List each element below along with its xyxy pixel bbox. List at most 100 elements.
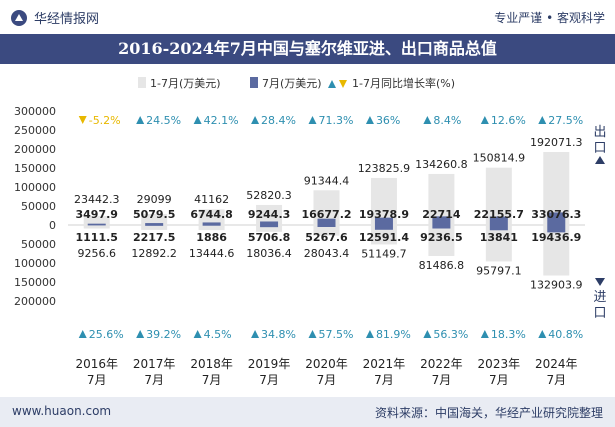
- y-tick-label: 100000: [14, 257, 56, 270]
- import-month-bar: [260, 225, 279, 228]
- export-cumulative-label: 41162: [194, 193, 229, 206]
- y-tick-label: 250000: [14, 124, 56, 137]
- import-growth-up-marker: [423, 330, 432, 338]
- import-growth-label: 57.5%: [319, 328, 354, 341]
- export-growth-up-marker: [193, 116, 202, 124]
- export-growth-up-marker: [538, 116, 547, 124]
- export-growth-up-marker: [423, 116, 432, 124]
- legend-swatch: [138, 77, 146, 88]
- export-growth-label: 12.6%: [491, 114, 526, 127]
- import-arrow-icon: [595, 278, 605, 286]
- export-month-bar: [374, 217, 393, 225]
- import-growth-up-marker: [193, 330, 202, 338]
- export-cumulative-label: 150814.9: [473, 152, 526, 165]
- legend-label: 7月(万美元): [262, 77, 322, 90]
- export-cumulative-label: 91344.4: [304, 174, 350, 187]
- x-tick-label-month: 7月: [546, 373, 566, 387]
- export-growth-down-marker: [78, 116, 87, 124]
- x-tick-label-year: 2020年: [305, 357, 348, 371]
- footer-website[interactable]: www.huaon.com: [12, 404, 112, 418]
- export-growth-label: 36%: [376, 114, 400, 127]
- export-growth-label: 8.4%: [433, 114, 461, 127]
- brand-name: 华经情报网: [34, 12, 100, 27]
- import-month-label: 2217.5: [133, 231, 175, 244]
- import-growth-label: 56.3%: [433, 328, 468, 341]
- export-cumulative-label: 52820.3: [246, 189, 292, 202]
- top-bar: 华经情报网 专业严谨 • 客观科学: [0, 0, 615, 34]
- export-cumulative-bar: [485, 167, 512, 225]
- import-month-bar: [547, 225, 566, 233]
- import-cumulative-bar: [256, 225, 283, 232]
- export-growth-label: 28.4%: [261, 114, 296, 127]
- import-growth-up-marker: [480, 330, 489, 338]
- export-arrow-icon: [595, 156, 605, 164]
- export-cumulative-label: 134260.8: [415, 158, 468, 171]
- export-growth-label: 27.5%: [548, 114, 583, 127]
- legend-label: 1-7月(万美元): [150, 77, 221, 90]
- import-cumulative-bar: [485, 225, 512, 262]
- x-tick-label-year: 2017年: [133, 357, 176, 371]
- y-tick-label: 0: [49, 219, 56, 232]
- export-growth-up-marker: [480, 116, 489, 124]
- export-growth-up-marker: [136, 116, 145, 124]
- export-month-label: 9244.3: [248, 208, 290, 221]
- export-month-bar: [317, 218, 336, 225]
- export-growth-up-marker: [251, 116, 260, 124]
- x-tick-label-year: 2022年: [420, 357, 463, 371]
- import-month-bar: [432, 225, 451, 229]
- x-tick-label-year: 2016年: [75, 357, 118, 371]
- export-growth-label: 24.5%: [146, 114, 181, 127]
- export-cumulative-label: 29099: [137, 193, 172, 206]
- import-cumulative-label: 13444.6: [189, 247, 235, 260]
- import-cumulative-bar: [428, 225, 455, 256]
- export-cumulative-label: 192071.3: [530, 136, 583, 149]
- export-month-bar: [145, 223, 164, 225]
- export-month-bar: [87, 223, 106, 225]
- import-cumulative-bar: [370, 225, 397, 245]
- import-month-label: 9236.5: [420, 231, 462, 244]
- import-growth-up-marker: [538, 330, 547, 338]
- export-month-bar: [260, 221, 279, 225]
- import-growth-up-marker: [78, 330, 87, 338]
- brand-logo-icon: [11, 9, 27, 26]
- export-month-bar: [432, 216, 451, 225]
- export-month-label: 19378.9: [359, 208, 409, 221]
- import-month-label: 19436.9: [531, 231, 581, 244]
- import-cumulative-label: 9256.6: [77, 247, 116, 260]
- import-cumulative-label: 18036.4: [246, 247, 292, 260]
- export-cumulative-bar: [141, 213, 168, 225]
- export-month-label: 6744.8: [190, 208, 232, 221]
- legend-label: 1-7月同比增长率(%): [352, 76, 455, 90]
- export-month-label: 5079.5: [133, 208, 175, 221]
- y-tick-label: 50000: [21, 238, 56, 251]
- x-tick-label-month: 7月: [144, 373, 164, 387]
- import-side-label-2: 口: [593, 306, 606, 321]
- import-month-label: 13841: [480, 231, 518, 244]
- import-month-label: 5706.8: [248, 231, 290, 244]
- import-month-label: 5267.6: [305, 231, 348, 244]
- tagline: 专业严谨 • 客观科学: [494, 11, 605, 25]
- import-growth-label: 34.8%: [261, 328, 296, 341]
- export-growth-label: -5.2%: [89, 114, 121, 127]
- export-month-bar: [547, 212, 566, 225]
- x-tick-label-year: 2024年: [535, 357, 578, 371]
- footer-source: 资料来源：中国海关，华经产业研究院整理: [374, 406, 603, 420]
- export-cumulative-bar: [256, 204, 283, 225]
- import-cumulative-bar: [543, 225, 570, 276]
- export-month-bar: [202, 222, 221, 225]
- export-cumulative-label: 23442.3: [74, 193, 120, 206]
- import-cumulative-bar: [141, 225, 168, 230]
- import-growth-label: 25.6%: [89, 328, 124, 341]
- import-growth-label: 4.5%: [204, 328, 232, 341]
- import-cumulative-label: 95797.1: [476, 264, 522, 277]
- import-cumulative-label: 81486.8: [419, 259, 465, 272]
- import-month-label: 1886: [196, 231, 227, 244]
- legend-swatch: [250, 77, 258, 88]
- x-tick-label-month: 7月: [87, 373, 107, 387]
- import-month-bar: [317, 225, 336, 228]
- export-month-label: 22714: [422, 208, 461, 221]
- import-month-bar: [202, 225, 221, 226]
- import-growth-up-marker: [136, 330, 145, 338]
- chart: 1-7月(万美元) 7月(万美元) 1-7月同比增长率(%) 300000 250000…: [14, 76, 607, 387]
- export-growth-up-marker: [308, 116, 317, 124]
